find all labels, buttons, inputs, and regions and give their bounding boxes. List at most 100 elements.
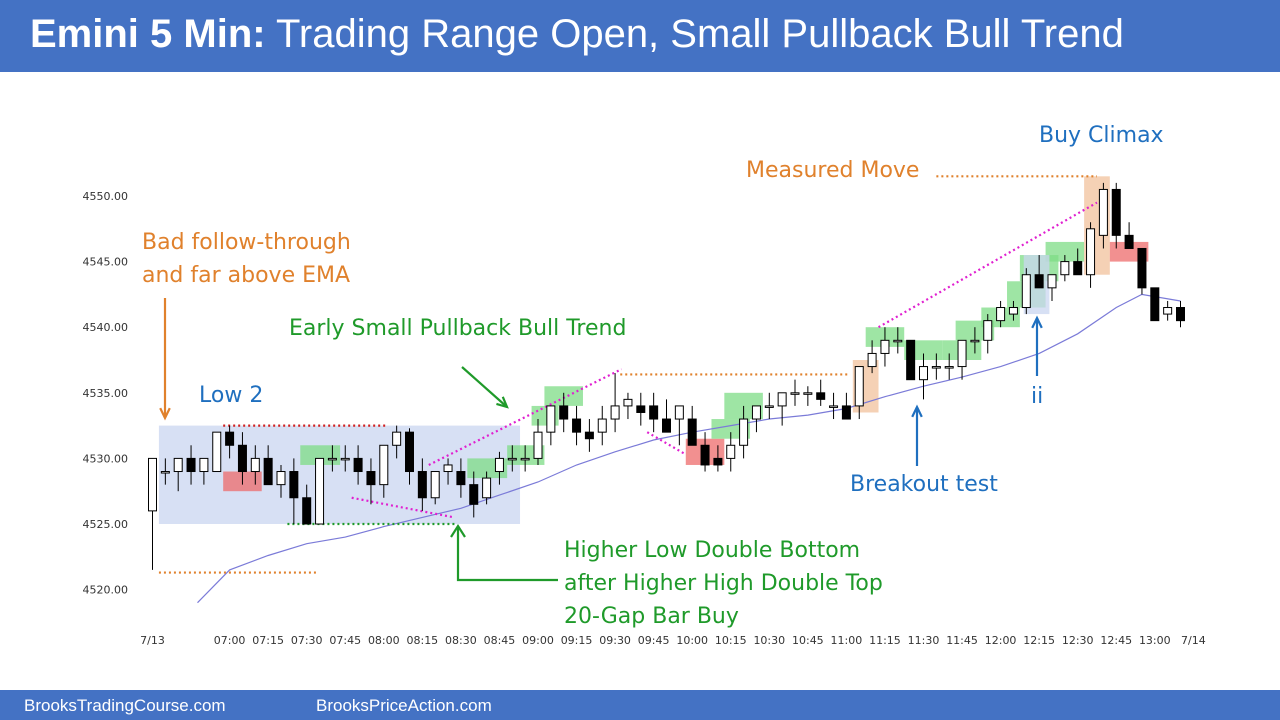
candle-bear bbox=[816, 392, 826, 400]
candle-bull bbox=[250, 457, 260, 473]
candle-bull bbox=[1008, 307, 1018, 315]
candle-bear bbox=[572, 418, 582, 433]
candle-bull bbox=[392, 431, 402, 446]
footer-link-trading-course[interactable]: BrooksTradingCourse.com bbox=[24, 696, 226, 715]
candle-bear bbox=[186, 457, 196, 473]
candle-bull bbox=[1086, 228, 1096, 276]
annotation-label: and far above EMA bbox=[142, 263, 350, 288]
x-tick-label: 09:30 bbox=[599, 634, 631, 647]
x-tick-label: 10:15 bbox=[715, 634, 747, 647]
early-bull-trend-arrow-head bbox=[496, 396, 509, 409]
candle-bull bbox=[610, 405, 620, 420]
candle-bull bbox=[970, 339, 980, 343]
page-title: Emini 5 Min: Trading Range Open, Small P… bbox=[30, 12, 1124, 57]
x-tick-label: 08:00 bbox=[368, 634, 400, 647]
y-tick-label: 4550.00 bbox=[83, 190, 129, 203]
x-tick-label: 11:45 bbox=[946, 634, 978, 647]
candle-bull bbox=[777, 392, 787, 407]
x-tick-label: 7/13 bbox=[140, 634, 165, 647]
candle-bear bbox=[1111, 188, 1121, 236]
bars-layer bbox=[148, 182, 1185, 570]
candle-bear bbox=[1137, 247, 1147, 289]
candle-bear bbox=[584, 431, 594, 440]
candle-bull bbox=[674, 405, 684, 420]
x-tick-label: 11:00 bbox=[831, 634, 863, 647]
candle-bear bbox=[353, 457, 363, 473]
highlight-layer bbox=[158, 176, 1149, 524]
candle-bull bbox=[803, 392, 813, 395]
candle-bull bbox=[726, 444, 736, 459]
candle-bear bbox=[713, 457, 723, 466]
x-tick-label: 12:30 bbox=[1062, 634, 1094, 647]
x-tick-label: 12:00 bbox=[985, 634, 1017, 647]
candle-bull bbox=[829, 405, 839, 408]
x-tick-label: 09:45 bbox=[638, 634, 670, 647]
double-bottom-arrow-shaft bbox=[456, 527, 558, 582]
candle-bear bbox=[237, 444, 247, 473]
candle-bull bbox=[276, 471, 286, 486]
ii-arrow-head bbox=[1031, 315, 1043, 329]
magenta-dotted-line-4 bbox=[877, 201, 1098, 329]
candle-bull bbox=[880, 339, 890, 354]
candle-bull bbox=[944, 366, 954, 369]
annotation-label: Buy Climax bbox=[1039, 123, 1164, 148]
candle-bear bbox=[456, 471, 466, 486]
candle-bear bbox=[559, 405, 569, 420]
candle-bear bbox=[662, 418, 671, 433]
annotation-label: Higher Low Double Bottom bbox=[564, 538, 860, 563]
guide-lines-layer bbox=[158, 175, 1098, 574]
candle-bear bbox=[289, 471, 299, 499]
candle-bull bbox=[919, 366, 928, 381]
candle-bull bbox=[996, 307, 1006, 322]
candle-bull bbox=[1021, 274, 1031, 309]
x-tick-label: 09:15 bbox=[561, 634, 593, 647]
candle-bull bbox=[739, 418, 749, 446]
candle-bull bbox=[1163, 307, 1173, 315]
candle-bull bbox=[893, 339, 903, 343]
y-tick-label: 4520.00 bbox=[83, 584, 129, 597]
candle-bear bbox=[1150, 287, 1160, 322]
annotation-label: Low 2 bbox=[199, 383, 263, 408]
title-bar: Emini 5 Min: Trading Range Open, Small P… bbox=[0, 0, 1280, 72]
y-tick-label: 4540.00 bbox=[83, 321, 129, 334]
x-tick-label: 12:45 bbox=[1100, 634, 1132, 647]
candle-bull bbox=[494, 457, 504, 473]
annotation-label: ii bbox=[1031, 384, 1043, 409]
x-tick-label: 07:00 bbox=[214, 634, 246, 647]
magenta-dotted-line-3 bbox=[646, 431, 687, 456]
x-tick-label: 09:00 bbox=[522, 634, 554, 647]
candle-bear bbox=[366, 471, 376, 486]
candle-bear bbox=[1176, 307, 1185, 322]
candle-bull bbox=[597, 418, 607, 433]
candle-bull bbox=[340, 457, 350, 461]
x-tick-label: 12:15 bbox=[1023, 634, 1055, 647]
annotations-layer: Bad follow-through and far above EMA Early… bbox=[142, 123, 1164, 629]
candle-bull bbox=[983, 320, 993, 341]
candle-bear bbox=[469, 484, 479, 505]
x-tick-label: 08:45 bbox=[484, 634, 516, 647]
candle-bull bbox=[1047, 274, 1057, 289]
candle-bear bbox=[1124, 234, 1134, 249]
magenta-dotted-line-2 bbox=[428, 368, 623, 466]
candle-bull bbox=[173, 457, 183, 473]
annotation-label: 20-Gap Bar Buy bbox=[564, 604, 739, 629]
annotation-label: Measured Move bbox=[746, 158, 919, 183]
y-tick-label: 4535.00 bbox=[83, 387, 129, 400]
candle-bull bbox=[623, 398, 633, 407]
candle-bull bbox=[546, 405, 556, 433]
annotation-label: Bad follow-through bbox=[142, 230, 351, 255]
candle-bull bbox=[327, 457, 337, 461]
candle-bear bbox=[636, 405, 646, 413]
candle-bull bbox=[533, 431, 543, 459]
title-bold: Emini 5 Min: bbox=[30, 12, 266, 56]
y-tick-label: 4525.00 bbox=[83, 518, 129, 531]
x-tick-label: 11:15 bbox=[869, 634, 901, 647]
candle-bear bbox=[906, 339, 916, 381]
candle-bull bbox=[520, 457, 530, 461]
candle-bull bbox=[160, 471, 170, 474]
annotation-label: Early Small Pullback Bull Trend bbox=[289, 316, 626, 341]
candle-bear bbox=[405, 431, 414, 473]
y-tick-label: 4545.00 bbox=[83, 256, 129, 269]
candle-bear bbox=[841, 405, 851, 420]
footer-link-price-action[interactable]: BrooksPriceAction.com bbox=[316, 696, 492, 715]
